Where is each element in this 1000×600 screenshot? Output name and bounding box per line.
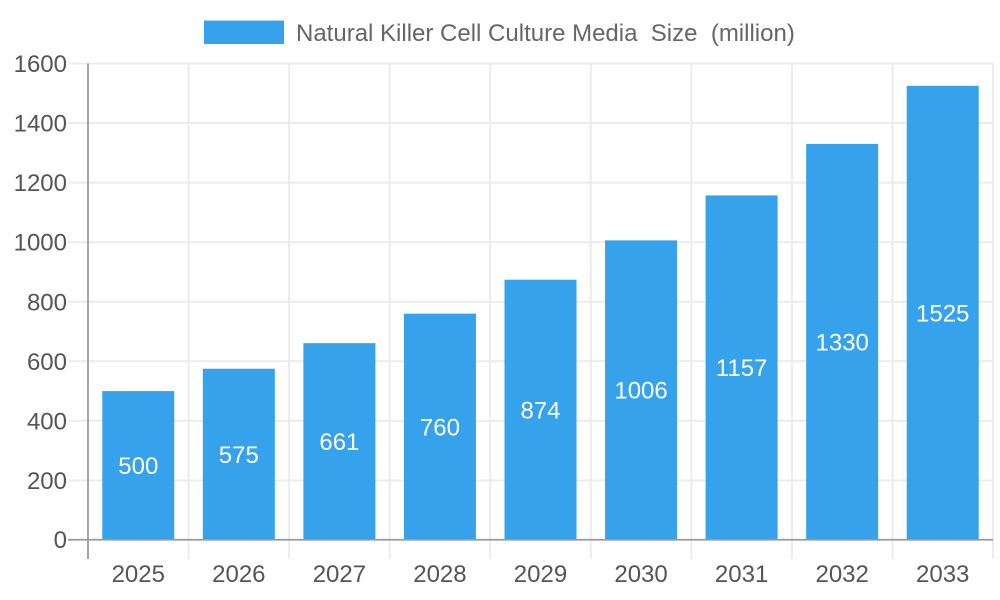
svg-text:1600: 1600: [14, 51, 67, 78]
svg-text:575: 575: [219, 442, 259, 469]
svg-text:400: 400: [27, 408, 67, 435]
svg-text:1157: 1157: [716, 355, 768, 382]
svg-text:0: 0: [54, 527, 67, 554]
svg-text:1525: 1525: [916, 300, 969, 327]
svg-text:1330: 1330: [815, 329, 868, 356]
svg-text:2028: 2028: [413, 561, 466, 588]
svg-text:200: 200: [27, 468, 67, 495]
svg-text:2026: 2026: [212, 561, 265, 588]
svg-text:Natural Killer Cell Culture Me: Natural Killer Cell Culture Media Size (…: [296, 20, 795, 47]
svg-text:2031: 2031: [715, 561, 768, 588]
svg-text:2030: 2030: [614, 561, 667, 588]
svg-text:1000: 1000: [14, 230, 67, 257]
svg-text:2025: 2025: [112, 561, 165, 588]
svg-text:2032: 2032: [815, 561, 868, 588]
svg-text:760: 760: [420, 414, 460, 441]
svg-text:661: 661: [319, 429, 359, 456]
svg-text:1200: 1200: [14, 170, 67, 197]
svg-text:1400: 1400: [14, 111, 67, 138]
svg-text:1006: 1006: [614, 378, 667, 405]
svg-text:2029: 2029: [514, 561, 567, 588]
svg-text:600: 600: [27, 349, 67, 376]
svg-text:500: 500: [118, 453, 158, 480]
svg-text:874: 874: [520, 397, 560, 424]
svg-text:2027: 2027: [313, 561, 366, 588]
svg-text:800: 800: [27, 289, 67, 316]
svg-text:2033: 2033: [916, 561, 969, 588]
